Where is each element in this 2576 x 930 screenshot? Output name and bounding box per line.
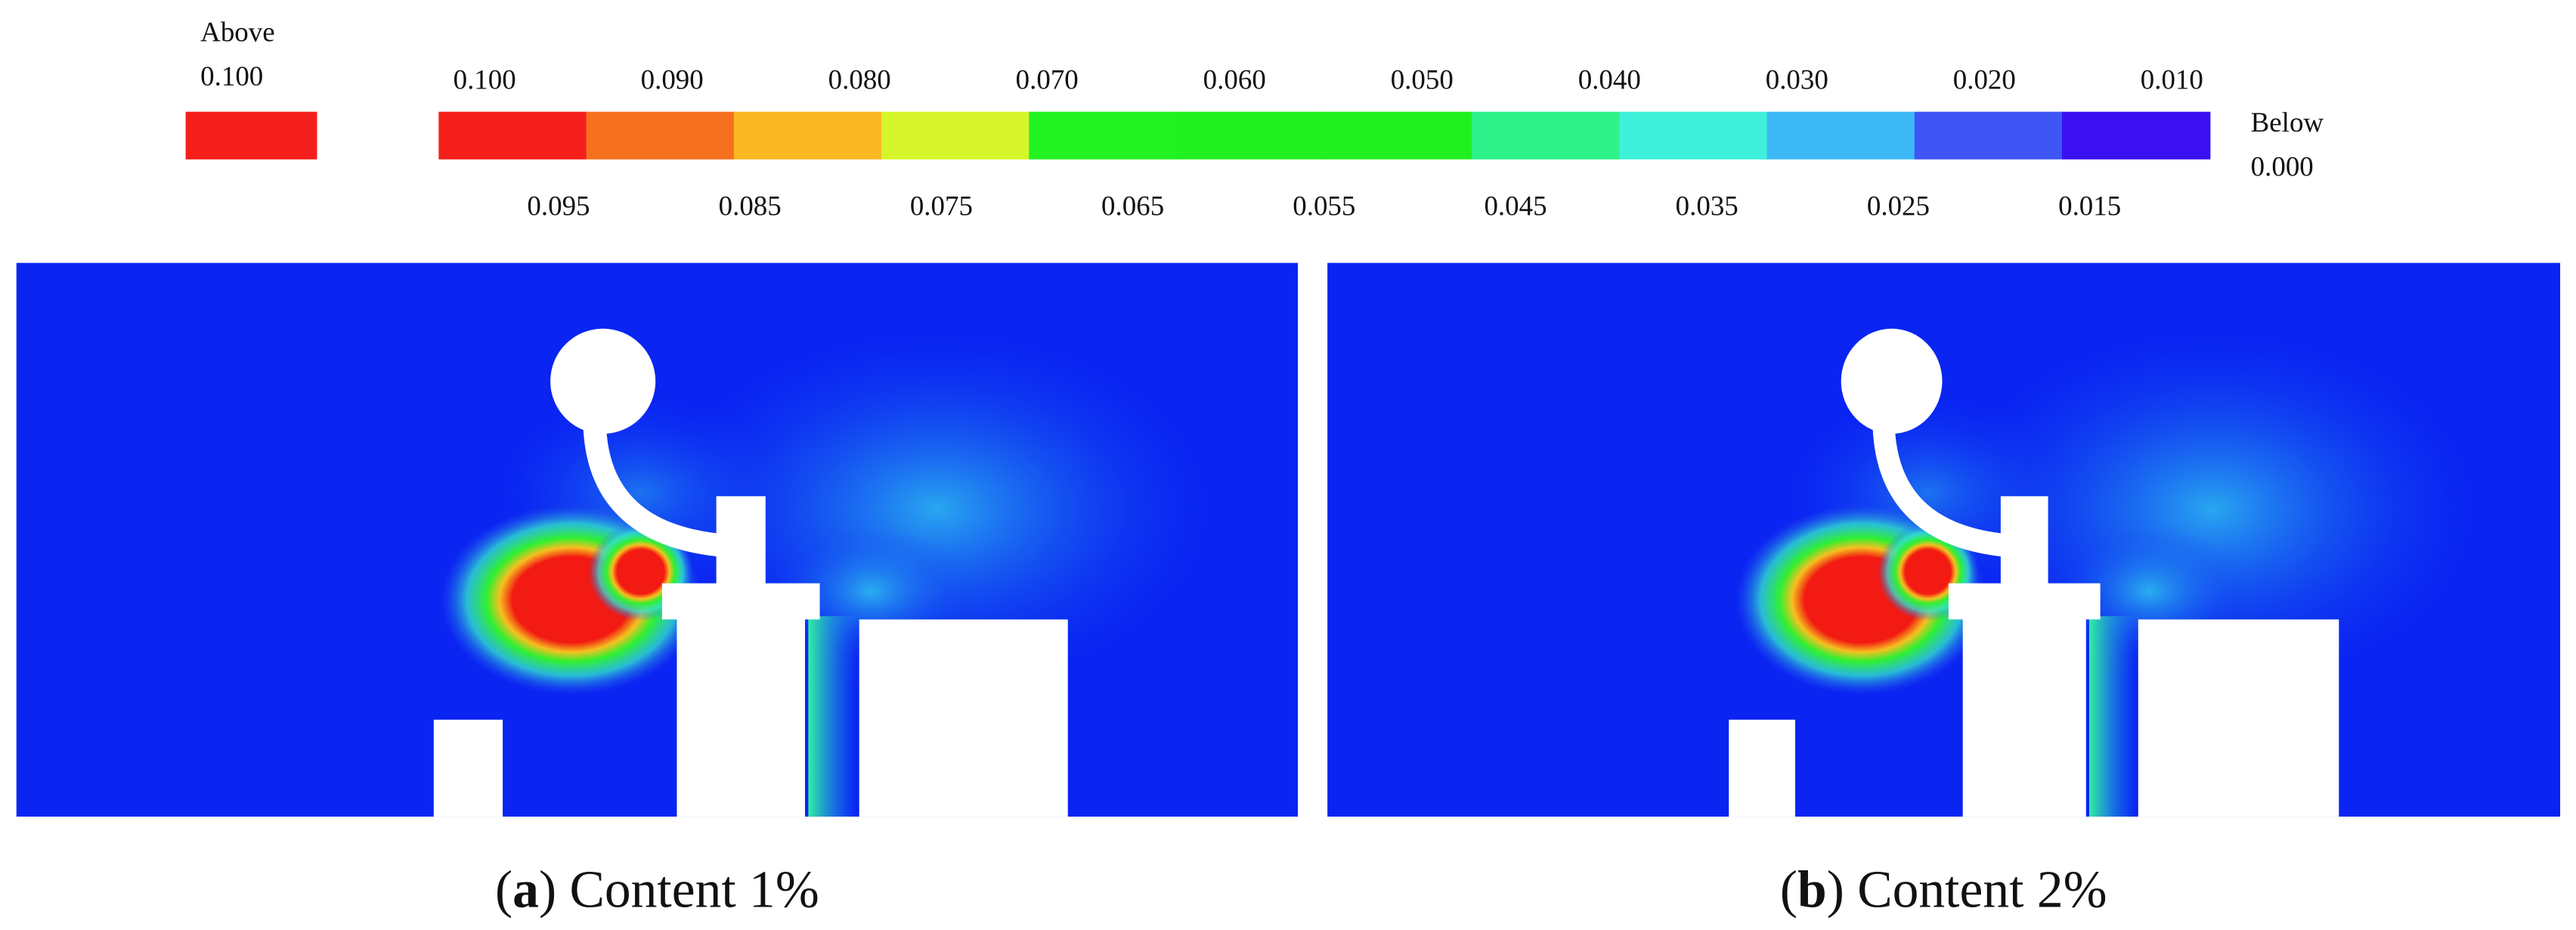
top-label: 0.070 (1016, 64, 1079, 95)
bottom-label: 0.055 (1293, 191, 1355, 222)
caption-part: ( (1780, 861, 1797, 919)
caption: (b) Content 2% (1780, 861, 2107, 919)
above-swatch (185, 111, 317, 160)
caption-part: ) Content 1% (539, 861, 819, 919)
below-value: 0.000 (2251, 151, 2314, 182)
top-label: 0.090 (641, 64, 704, 95)
caption-part: ) Content 2% (1827, 861, 2107, 919)
color-swatch (733, 111, 883, 160)
bottom-label: 0.035 (1676, 191, 1738, 222)
top-label: 0.020 (1953, 64, 2016, 95)
caption: (a) Content 1% (495, 861, 819, 919)
top-label: 0.050 (1391, 64, 1454, 95)
color-swatch (881, 111, 1030, 160)
color-swatch (1619, 111, 1768, 160)
color-swatch (586, 111, 735, 160)
caption-part: b (1797, 861, 1827, 919)
top-label: 0.080 (828, 64, 891, 95)
bottom-label: 0.025 (1867, 191, 1930, 222)
top-label: 0.010 (2141, 64, 2203, 95)
below-label: Below (2251, 107, 2324, 138)
color-swatch (1472, 111, 1621, 160)
top-label: 0.100 (454, 64, 516, 95)
color-swatch (1029, 111, 1178, 160)
panel-b (1327, 263, 2560, 817)
caption-part: a (512, 861, 539, 919)
color-swatch (2062, 111, 2211, 160)
color-swatch (1766, 111, 1915, 160)
color-swatch (1324, 111, 1473, 160)
bottom-label: 0.095 (527, 191, 590, 222)
caption-part: ( (495, 861, 512, 919)
bottom-label: 0.065 (1101, 191, 1164, 222)
bottom-label: 0.085 (719, 191, 782, 222)
bottom-label: 0.015 (2058, 191, 2121, 222)
color-swatch (1176, 111, 1325, 160)
top-label: 0.040 (1578, 64, 1641, 95)
above-label: Above (200, 16, 274, 47)
bottom-label: 0.075 (910, 191, 973, 222)
top-label: 0.030 (1766, 64, 1828, 95)
panel-a (17, 263, 1298, 817)
color-swatch (438, 111, 587, 160)
above-value: 0.100 (200, 60, 263, 91)
top-label: 0.060 (1203, 64, 1266, 95)
color-swatch (1914, 111, 2064, 160)
bottom-label: 0.045 (1484, 191, 1547, 222)
